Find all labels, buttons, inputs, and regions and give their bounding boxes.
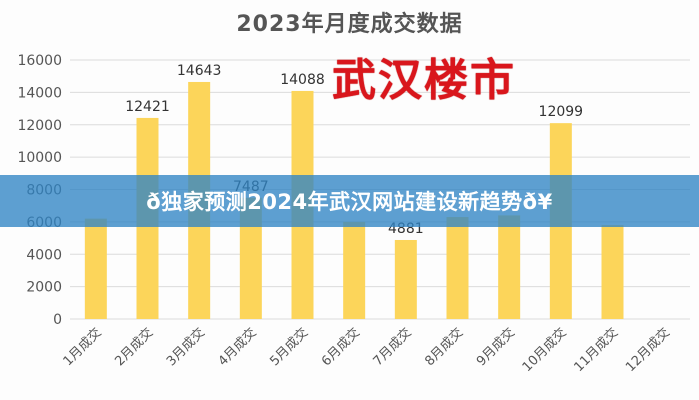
x-tick-label: 9月成交 xyxy=(473,325,518,370)
brand-overlay-text: 武汉楼市 xyxy=(332,55,516,106)
y-tick-label: 12000 xyxy=(17,118,62,134)
bar xyxy=(394,239,417,319)
bar xyxy=(446,217,469,319)
chart-title: 2023年月度成交数据 xyxy=(236,12,463,37)
y-tick-label: 16000 xyxy=(17,53,62,69)
bar xyxy=(498,215,521,319)
bar xyxy=(84,218,107,319)
y-tick-label: 0 xyxy=(53,312,62,328)
y-tick-label: 4000 xyxy=(26,247,62,263)
data-label: 14088 xyxy=(280,72,325,88)
promo-banner[interactable]: ð独家预测2024年武汉网站建设新趋势ð¥ xyxy=(0,175,699,227)
data-label: 14643 xyxy=(177,63,222,79)
x-tick-label: 1月成交 xyxy=(60,325,105,370)
x-tick-label: 6月成交 xyxy=(318,325,363,370)
x-tick-label: 7月成交 xyxy=(370,325,415,370)
x-tick-label: 8月成交 xyxy=(422,325,467,370)
x-tick-label: 2月成交 xyxy=(112,325,157,370)
bar xyxy=(601,225,624,319)
x-tick-label: 12月成交 xyxy=(622,325,673,376)
x-tick-label: 4月成交 xyxy=(215,325,260,370)
y-tick-label: 10000 xyxy=(17,150,62,166)
x-tick-label: 5月成交 xyxy=(267,325,312,370)
data-label: 12421 xyxy=(125,99,170,115)
x-axis-ticks: 1月成交 2月成交 3月成交 4月成交 5月成交 6月成交 7月成交 8月成交 9月成交 10月成… xyxy=(60,325,673,376)
x-tick-label: 11月成交 xyxy=(571,325,622,376)
y-tick-label: 2000 xyxy=(26,280,62,296)
bar xyxy=(239,197,262,319)
bar xyxy=(343,221,366,319)
banner-text[interactable]: ð独家预测2024年武汉网站建设新趋势ð¥ xyxy=(146,190,553,214)
x-tick-label: 3月成交 xyxy=(163,325,208,370)
x-tick-label: 10月成交 xyxy=(519,325,570,376)
data-label: 12099 xyxy=(539,104,584,120)
y-tick-label: 14000 xyxy=(17,85,62,101)
